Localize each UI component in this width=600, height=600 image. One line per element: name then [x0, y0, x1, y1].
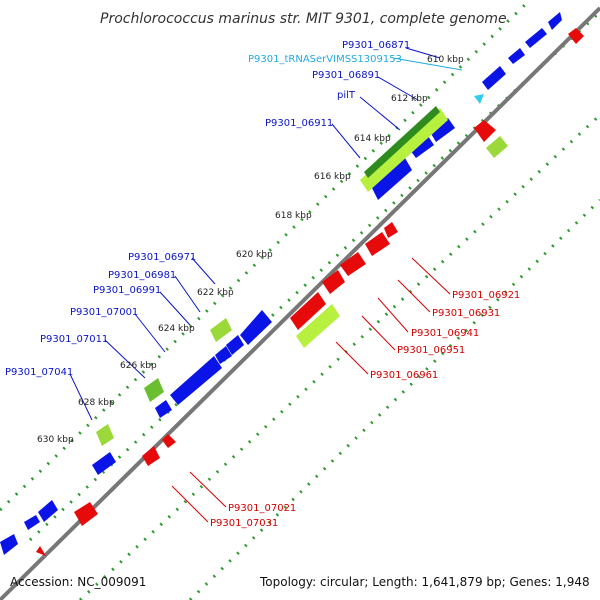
tick-label: 618 kbp: [275, 211, 312, 221]
gene-arrow[interactable]: [508, 48, 525, 64]
gene-label[interactable]: P9301_07041: [5, 367, 73, 378]
label-leader: [159, 291, 191, 326]
label-leader: [377, 297, 409, 333]
gene-arrow[interactable]: [365, 232, 390, 256]
label-leader: [104, 339, 146, 379]
feature-arrow[interactable]: [486, 136, 508, 158]
gene-arrow[interactable]: [482, 66, 506, 90]
gene-arrow[interactable]: [155, 400, 172, 418]
reverse-strand-genes: [36, 28, 584, 556]
genome-summary: Topology: circular; Length: 1,641,879 bp…: [259, 575, 590, 589]
gene-arrow[interactable]: [525, 28, 547, 48]
gene-arrow[interactable]: [36, 546, 46, 556]
forward-strand-genes: [0, 12, 562, 555]
label-leader: [377, 76, 419, 101]
tick-label: 624 kbp: [158, 324, 195, 334]
feature-arrow[interactable]: [144, 378, 164, 402]
gene-arrow[interactable]: [142, 446, 160, 466]
gene-arrow[interactable]: [74, 502, 98, 526]
feature-arrow[interactable]: [296, 304, 340, 348]
gene-label[interactable]: P9301_07001: [70, 307, 138, 318]
label-leader: [69, 373, 93, 421]
outer-reverse-dotted-track: [188, 198, 600, 600]
gene-arrow[interactable]: [38, 500, 58, 522]
gene-label[interactable]: P9301_07011: [40, 334, 108, 345]
label-leader: [405, 47, 441, 59]
feature-arrow[interactable]: [360, 108, 448, 192]
gene-arrow[interactable]: [384, 222, 398, 238]
gene-arrow[interactable]: [322, 270, 345, 294]
label-leader: [191, 257, 216, 285]
tick-label: 622 kbp: [197, 288, 234, 298]
tick-label: 620 kbp: [236, 250, 273, 260]
feature-arrow[interactable]: [210, 318, 232, 342]
gene-arrow[interactable]: [226, 335, 244, 355]
gene-arrow[interactable]: [430, 118, 455, 142]
green-features: [96, 106, 508, 446]
gene-arrow[interactable]: [340, 252, 366, 276]
gene-arrow[interactable]: [372, 158, 412, 200]
gene-arrow[interactable]: [92, 452, 116, 475]
tick-label: 610 kbp: [427, 55, 464, 65]
gene-arrow[interactable]: [240, 310, 272, 345]
label-leader: [397, 279, 431, 313]
accession-label: Accession: NC_009091: [10, 575, 146, 589]
gene-arrow[interactable]: [548, 12, 562, 30]
label-leader: [335, 341, 369, 375]
gene-label[interactable]: P9301_07031: [210, 518, 278, 529]
outer-dotted-track: [0, 0, 532, 512]
gene-label[interactable]: P9301_06911: [265, 118, 333, 129]
gene-label[interactable]: P9301_06871: [342, 40, 410, 51]
gene-arrow[interactable]: [170, 356, 222, 405]
gene-arrow[interactable]: [568, 28, 584, 44]
label-leader: [174, 275, 201, 313]
tick-label: 616 kbp: [314, 172, 351, 182]
gene-label[interactable]: P9301_06961: [370, 370, 438, 381]
gene-arrow[interactable]: [290, 292, 326, 330]
gene-label[interactable]: P9301_07021: [228, 503, 296, 514]
gene-label[interactable]: P9301_06921: [452, 290, 520, 301]
gene-label[interactable]: P9301_06941: [411, 328, 479, 339]
gene-label[interactable]: P9301_06891: [312, 70, 380, 81]
label-leader: [171, 485, 209, 523]
label-leader: [331, 123, 361, 159]
label-leader: [411, 257, 451, 295]
genome-title: Prochlorococcus marinus str. MIT 9301, c…: [100, 11, 507, 27]
gene-arrow[interactable]: [215, 346, 232, 364]
label-leader: [361, 315, 396, 351]
tick-label: 626 kbp: [120, 361, 157, 371]
trna-arrow[interactable]: [474, 94, 484, 104]
tick-label: 628 kbp: [78, 398, 115, 408]
feature-arrow[interactable]: [364, 106, 440, 178]
gene-label[interactable]: P9301_06981: [108, 270, 176, 281]
tick-label: 614 kbp: [354, 134, 391, 144]
gene-label[interactable]: P9301_06971: [128, 252, 196, 263]
inner-reverse-dotted-track: [78, 113, 600, 600]
gene-label[interactable]: pilT: [337, 90, 356, 101]
trna-label-leader: [392, 57, 463, 71]
trna-label[interactable]: P9301_tRNASerVIMSS1309153: [248, 54, 402, 65]
gene-label[interactable]: P9301_06991: [93, 285, 161, 296]
gene-label[interactable]: P9301_06951: [397, 345, 465, 356]
gene-arrow[interactable]: [162, 434, 176, 448]
label-leader: [189, 471, 227, 508]
forward-label-leaders: [69, 47, 441, 421]
label-leader: [359, 96, 401, 131]
feature-arrow[interactable]: [96, 424, 114, 446]
label-leader: [134, 313, 166, 353]
tick-label: 612 kbp: [391, 94, 428, 104]
genome-backbone: [0, 6, 600, 600]
gene-label[interactable]: P9301_06931: [432, 308, 500, 319]
gene-arrow[interactable]: [0, 534, 18, 555]
gene-arrow[interactable]: [474, 120, 496, 142]
gene-arrow[interactable]: [24, 515, 40, 530]
reverse-label-leaders: [171, 257, 451, 523]
gene-arrow[interactable]: [410, 136, 434, 158]
tick-label: 630 kbp: [37, 435, 74, 445]
